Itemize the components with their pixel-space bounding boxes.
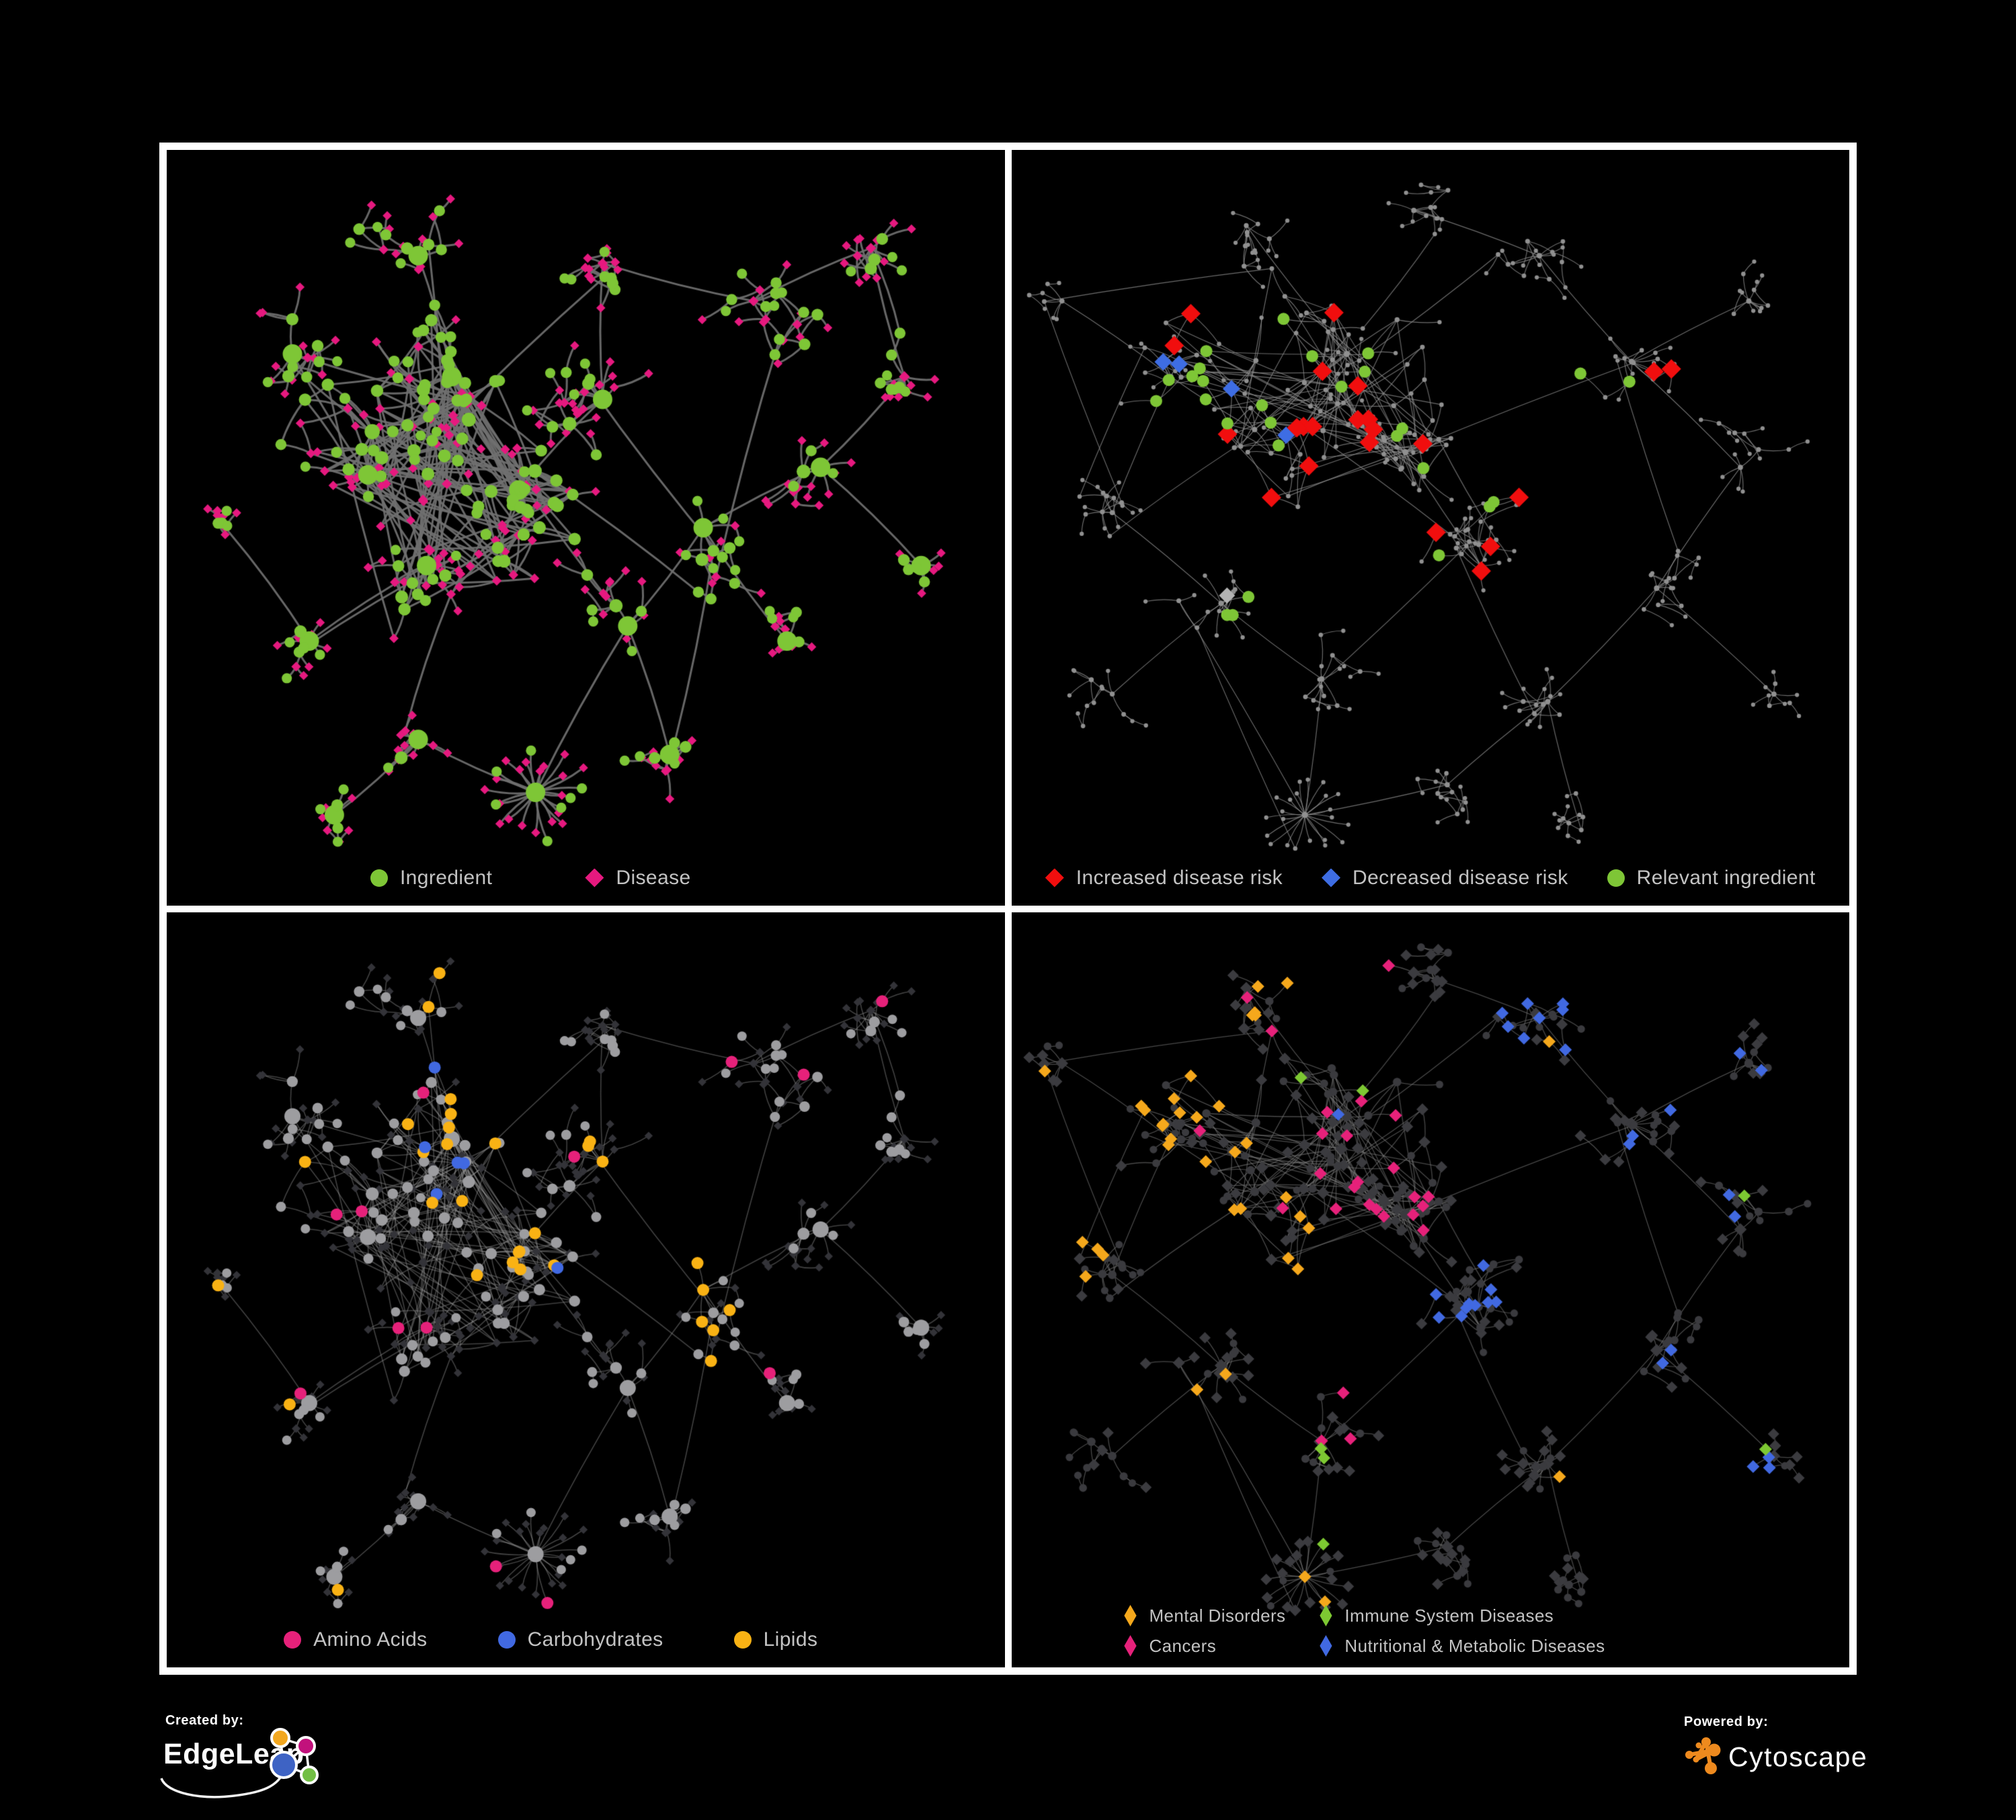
legend-label: Mental Disorders	[1149, 1605, 1286, 1626]
cytoscape-logo-text: Cytoscape	[1728, 1741, 1868, 1772]
panel-nutrient-classes: Amino Acids Carbohydrates Lipids	[167, 912, 1005, 1667]
legend-label: Cancers	[1149, 1635, 1217, 1656]
nutrient-class-network-canvas	[167, 912, 1005, 1667]
diamond-marker-icon	[1124, 1635, 1137, 1657]
diamond-marker-icon	[1124, 1605, 1137, 1626]
panel-disease-categories: Mental Disorders Immune System Diseases Ca…	[1011, 912, 1849, 1667]
disease-category-network-canvas	[1011, 912, 1849, 1667]
cytoscape-logo-icon	[1685, 1737, 1721, 1774]
legend-label: Immune System Diseases	[1344, 1605, 1554, 1626]
diamond-marker-icon	[1320, 1635, 1332, 1657]
legend-label: Nutritional & Metabolic Diseases	[1344, 1635, 1605, 1656]
powered-by-block: Powered by: Cytoscape	[1684, 1714, 1867, 1777]
panel-ingredient-disease: Ingredient Disease	[167, 150, 1005, 906]
edgeleap-network-icon	[160, 1728, 319, 1798]
legend-item: Nutritional & Metabolic Diseases	[1318, 1635, 1605, 1657]
edgeleap-logo: EdgeLeap	[160, 1728, 542, 1803]
created-by-label: Created by:	[165, 1713, 244, 1728]
powered-by-label: Powered by:	[1684, 1714, 1769, 1729]
network-grid: Ingredient Disease Increased disease risk…	[159, 143, 1857, 1675]
legend-item: Mental Disorders	[1123, 1605, 1286, 1626]
disease-risk-network-canvas	[1011, 150, 1849, 906]
legend-item: Cancers	[1123, 1635, 1286, 1657]
panel-disease-risk: Increased disease risk Decreased disease …	[1011, 150, 1849, 906]
created-by-block: Created by: EdgeLeap	[160, 1713, 542, 1803]
ingredient-disease-network-canvas	[167, 150, 1005, 906]
legend-disease-categories: Mental Disorders Immune System Diseases Ca…	[1123, 1605, 1605, 1657]
legend-item: Immune System Diseases	[1318, 1605, 1605, 1626]
diamond-marker-icon	[1320, 1605, 1332, 1626]
